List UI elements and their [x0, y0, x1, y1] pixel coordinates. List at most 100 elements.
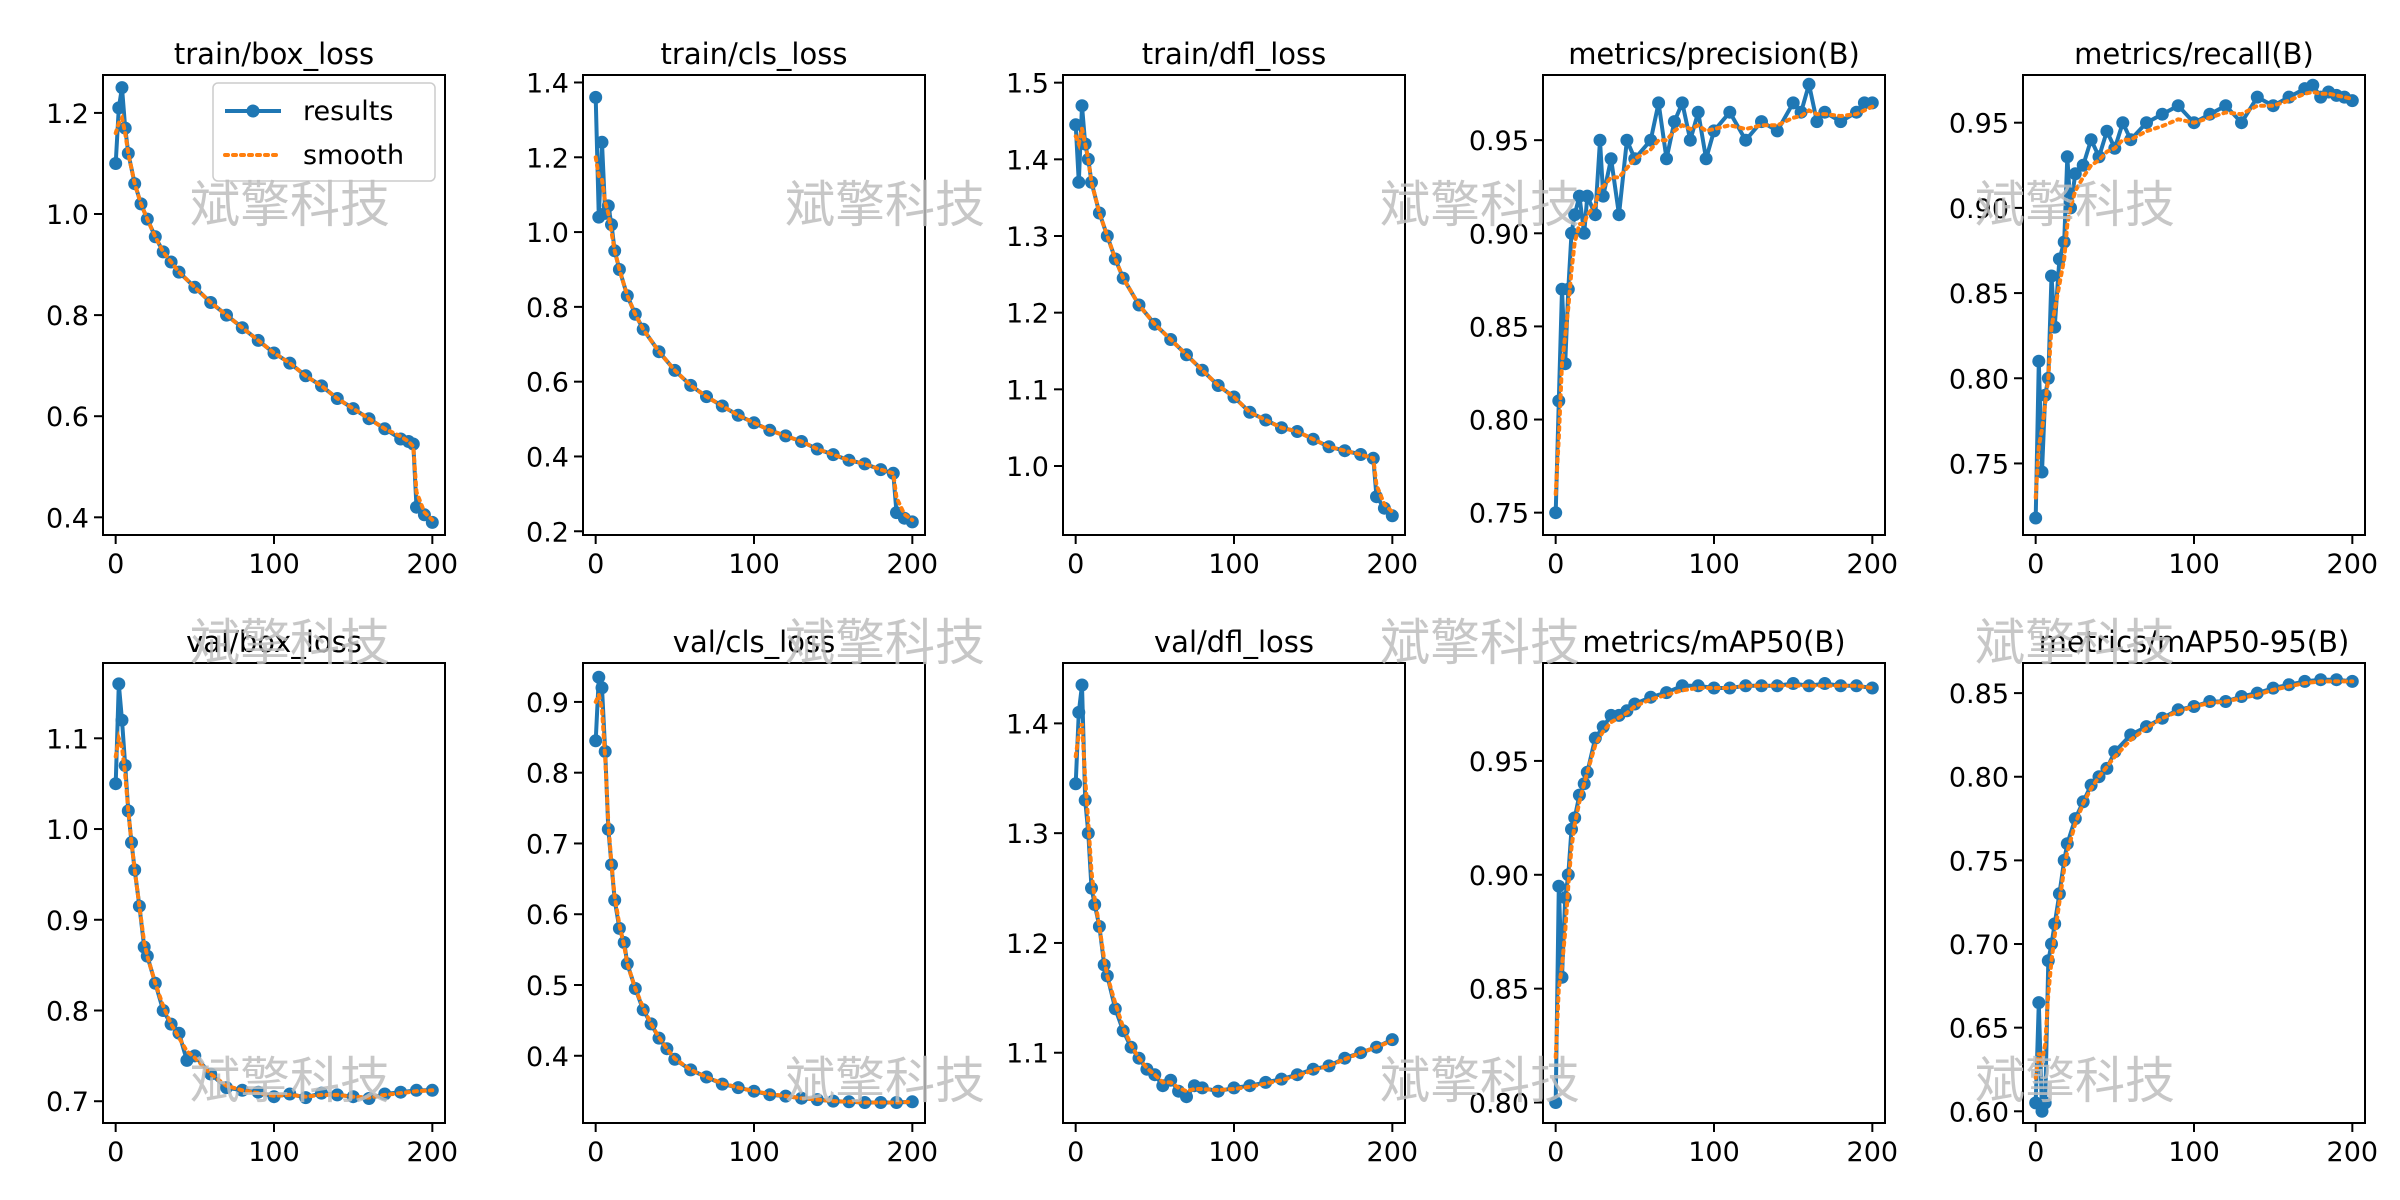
y-tick-label: 0.70: [1949, 930, 2009, 961]
results-point: [2035, 465, 2049, 479]
results-point: [1549, 1096, 1563, 1109]
results-point: [1558, 891, 1572, 905]
x-tick-label: 200: [407, 1137, 459, 1168]
results-point: [592, 670, 606, 684]
subplot-6: val/box_loss 0 100 200 0.7 0.8 0.9 1.0 1.1: [46, 625, 458, 1168]
y-tick-label: 0.90: [1949, 194, 2009, 225]
subplot-10: metrics/mAP50-95(B) 0 100 200 0.60 0.65 0.70 0.…: [1949, 625, 2378, 1168]
results-point: [1802, 679, 1816, 693]
results-point: [589, 734, 603, 748]
subplot-8: val/dfl_loss 0 100 200 1.1 1.2 1.3 1.4: [1006, 625, 1418, 1168]
results-point: [172, 1026, 186, 1040]
x-tick-label: 100: [1208, 549, 1260, 580]
x-tick-label: 200: [1847, 1137, 1899, 1168]
results-point: [1580, 189, 1594, 203]
results-point: [2155, 107, 2169, 121]
x-tick-label: 0: [1547, 1137, 1564, 1168]
results-point: [2306, 78, 2320, 92]
results-point: [1723, 681, 1737, 695]
x-tick-label: 100: [1688, 1137, 1740, 1168]
results-point: [2029, 511, 2043, 525]
y-tick-label: 0.4: [526, 1042, 569, 1073]
y-tick-label: 0.2: [526, 517, 569, 548]
results-point: [1739, 133, 1753, 147]
axes-frame: [2022, 74, 2366, 536]
plot-area: [1549, 77, 1879, 520]
y-tick-label: 0.95: [1469, 747, 1529, 778]
y-tick-label: 0.7: [46, 1087, 89, 1118]
plot-area: [589, 90, 919, 529]
watermark-text: 斌擎科技: [785, 614, 985, 672]
x-tick-label: 100: [728, 549, 780, 580]
x-tick-label: 100: [248, 549, 300, 580]
y-tick-label: 1.2: [46, 99, 89, 130]
results-point: [1180, 1090, 1193, 1104]
x-tick-label: 200: [1367, 549, 1419, 580]
results-point: [1593, 133, 1607, 147]
results-point: [1770, 124, 1784, 138]
results-point: [2084, 133, 2098, 147]
x-tick-label: 100: [728, 1137, 780, 1168]
results-point: [1072, 175, 1086, 189]
results-point: [1818, 677, 1832, 690]
watermark-text: 斌擎科技: [1380, 614, 1580, 672]
y-tick-label: 0.8: [46, 301, 89, 332]
x-tick-label: 0: [2027, 1137, 2044, 1168]
results-point: [905, 1095, 919, 1109]
y-tick-label: 1.2: [1006, 299, 1049, 330]
subplot-title: metrics/mAP50-95(B): [2039, 625, 2350, 659]
results-point: [1568, 208, 1582, 222]
results-point: [112, 101, 126, 115]
y-tick-label: 1.4: [1006, 709, 1049, 740]
y-tick-label: 0.7: [526, 829, 569, 860]
results-point: [608, 893, 622, 907]
axes-frame: [1542, 74, 1886, 536]
y-tick-label: 0.65: [1949, 1014, 2009, 1045]
results-point: [1770, 679, 1784, 693]
x-tick-label: 0: [1547, 549, 1564, 580]
x-tick-label: 100: [2168, 549, 2220, 580]
legend-label-results: results: [303, 96, 393, 127]
results-point: [2068, 167, 2082, 181]
results-point: [1069, 118, 1083, 132]
results-point: [1092, 920, 1106, 933]
subplot-4: metrics/precision(B) 0 100 200 0.75 0.80 0.85 0…: [1469, 37, 1898, 580]
results-point: [2038, 1096, 2052, 1110]
subplot-9: metrics/mAP50(B) 0 100 200 0.80 0.85 0.90 0.95: [1469, 625, 1898, 1168]
plot-area: [1069, 678, 1399, 1104]
results-point: [1577, 226, 1591, 240]
results-point: [109, 157, 123, 170]
results-point: [2235, 116, 2248, 130]
y-tick-label: 0.75: [1949, 846, 2009, 877]
subplot-title: metrics/mAP50(B): [1582, 625, 1845, 659]
x-tick-label: 200: [2327, 549, 2379, 580]
y-tick-label: 0.8: [46, 996, 89, 1027]
results-point: [1675, 96, 1689, 110]
y-tick-label: 0.75: [1469, 499, 1529, 530]
y-tick-label: 0.80: [1949, 763, 2009, 794]
smooth-series-line: [1553, 104, 1875, 496]
y-tick-label: 1.3: [1006, 222, 1049, 253]
y-tick-label: 0.8: [526, 759, 569, 790]
y-tick-label: 0.4: [46, 503, 89, 534]
watermark-text: 斌擎科技: [1975, 176, 2175, 234]
y-tick-label: 0.95: [1949, 109, 2009, 140]
results-point: [595, 681, 609, 695]
results-point: [1069, 777, 1083, 791]
results-point: [1660, 152, 1673, 166]
subplot-5: metrics/recall(B) 0 100 200 0.75 0.80 0.85 0.90…: [1949, 37, 2378, 580]
results-point: [2250, 90, 2264, 104]
y-tick-label: 0.5: [526, 971, 569, 1002]
results-point: [1667, 115, 1681, 129]
smooth-series-line: [593, 155, 915, 522]
y-tick-label: 1.0: [46, 815, 89, 846]
subplot-title: val/cls_loss: [673, 625, 835, 659]
subplot-title: metrics/recall(B): [2074, 37, 2314, 71]
results-point: [1755, 679, 1768, 693]
watermark-text: 斌擎科技: [1380, 1052, 1580, 1110]
results-point: [1612, 208, 1626, 222]
results-point: [1802, 77, 1816, 91]
y-tick-label: 0.85: [1949, 679, 2009, 710]
legend-label-smooth: smooth: [303, 140, 404, 171]
